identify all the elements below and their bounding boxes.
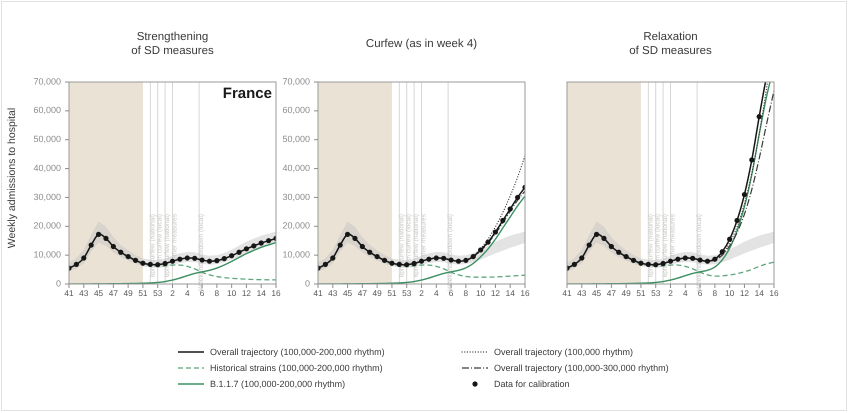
svg-text:8: 8: [215, 288, 220, 298]
svg-text:16: 16: [520, 288, 530, 298]
svg-text:0: 0: [305, 278, 310, 288]
svg-text:2: 2: [170, 288, 175, 298]
svg-text:20,000: 20,000: [33, 221, 61, 231]
svg-text:4: 4: [683, 288, 688, 298]
svg-text:41: 41: [562, 288, 572, 298]
svg-text:6: 6: [698, 288, 703, 298]
svg-text:30,000: 30,000: [282, 192, 310, 202]
svg-text:Weekend lockdown (local): Weekend lockdown (local): [696, 214, 703, 291]
svg-text:France: France: [223, 85, 272, 102]
svg-text:51: 51: [387, 288, 397, 298]
svg-text:8: 8: [713, 288, 718, 298]
svg-text:60,000: 60,000: [33, 105, 61, 115]
svg-text:Weekend lockdown (local): Weekend lockdown (local): [198, 214, 205, 291]
svg-text:6: 6: [449, 288, 454, 298]
svg-text:10: 10: [725, 288, 735, 298]
svg-text:60,000: 60,000: [282, 105, 310, 115]
svg-text:50,000: 50,000: [33, 134, 61, 144]
svg-text:Other measures: Other measures: [172, 213, 179, 261]
svg-text:14: 14: [755, 288, 765, 298]
svg-text:47: 47: [607, 288, 617, 298]
svg-text:Other measures: Other measures: [421, 213, 428, 261]
svg-text:16: 16: [271, 288, 281, 298]
svg-text:45: 45: [592, 288, 602, 298]
svg-text:16: 16: [769, 288, 779, 298]
svg-text:2: 2: [419, 288, 424, 298]
svg-text:51: 51: [636, 288, 646, 298]
svg-text:47: 47: [109, 288, 119, 298]
svg-text:50,000: 50,000: [282, 134, 310, 144]
svg-text:41: 41: [64, 288, 74, 298]
svg-text:45: 45: [343, 288, 353, 298]
svg-text:43: 43: [79, 288, 89, 298]
svg-text:6pm curfew (national): 6pm curfew (national): [164, 214, 171, 277]
svg-text:0: 0: [56, 278, 61, 288]
svg-text:10,000: 10,000: [33, 250, 61, 260]
svg-text:40,000: 40,000: [33, 163, 61, 173]
svg-text:12: 12: [740, 288, 750, 298]
svg-text:49: 49: [373, 288, 383, 298]
svg-text:4: 4: [185, 288, 190, 298]
svg-text:10,000: 10,000: [282, 250, 310, 260]
svg-text:53: 53: [153, 288, 163, 298]
svg-text:40,000: 40,000: [282, 163, 310, 173]
svg-text:8: 8: [464, 288, 469, 298]
svg-text:8pm curfew (national): 8pm curfew (national): [149, 214, 156, 277]
svg-text:Other measures: Other measures: [670, 213, 677, 261]
svg-text:10: 10: [476, 288, 486, 298]
svg-text:Weekend lockdown (local): Weekend lockdown (local): [447, 214, 454, 291]
svg-text:4: 4: [434, 288, 439, 298]
svg-text:6: 6: [200, 288, 205, 298]
svg-text:6pm curfew (national): 6pm curfew (national): [662, 214, 669, 277]
svg-text:2: 2: [668, 288, 673, 298]
svg-text:49: 49: [124, 288, 134, 298]
svg-text:70,000: 70,000: [282, 76, 310, 86]
svg-text:12: 12: [491, 288, 501, 298]
svg-text:30,000: 30,000: [33, 192, 61, 202]
svg-text:53: 53: [402, 288, 412, 298]
svg-text:53: 53: [651, 288, 661, 298]
svg-text:41: 41: [313, 288, 323, 298]
svg-text:47: 47: [358, 288, 368, 298]
svg-text:6pm curfew (national): 6pm curfew (national): [413, 214, 420, 277]
svg-text:70,000: 70,000: [33, 76, 61, 86]
svg-text:45: 45: [94, 288, 104, 298]
svg-text:49: 49: [622, 288, 632, 298]
svg-text:8pm curfew (national): 8pm curfew (national): [647, 214, 654, 277]
svg-text:10: 10: [227, 288, 237, 298]
svg-text:8pm curfew (national): 8pm curfew (national): [398, 214, 405, 277]
svg-text:20,000: 20,000: [282, 221, 310, 231]
svg-text:51: 51: [138, 288, 148, 298]
svg-text:12: 12: [242, 288, 252, 298]
svg-text:14: 14: [257, 288, 267, 298]
svg-text:43: 43: [328, 288, 338, 298]
svg-text:43: 43: [577, 288, 587, 298]
svg-text:14: 14: [506, 288, 516, 298]
